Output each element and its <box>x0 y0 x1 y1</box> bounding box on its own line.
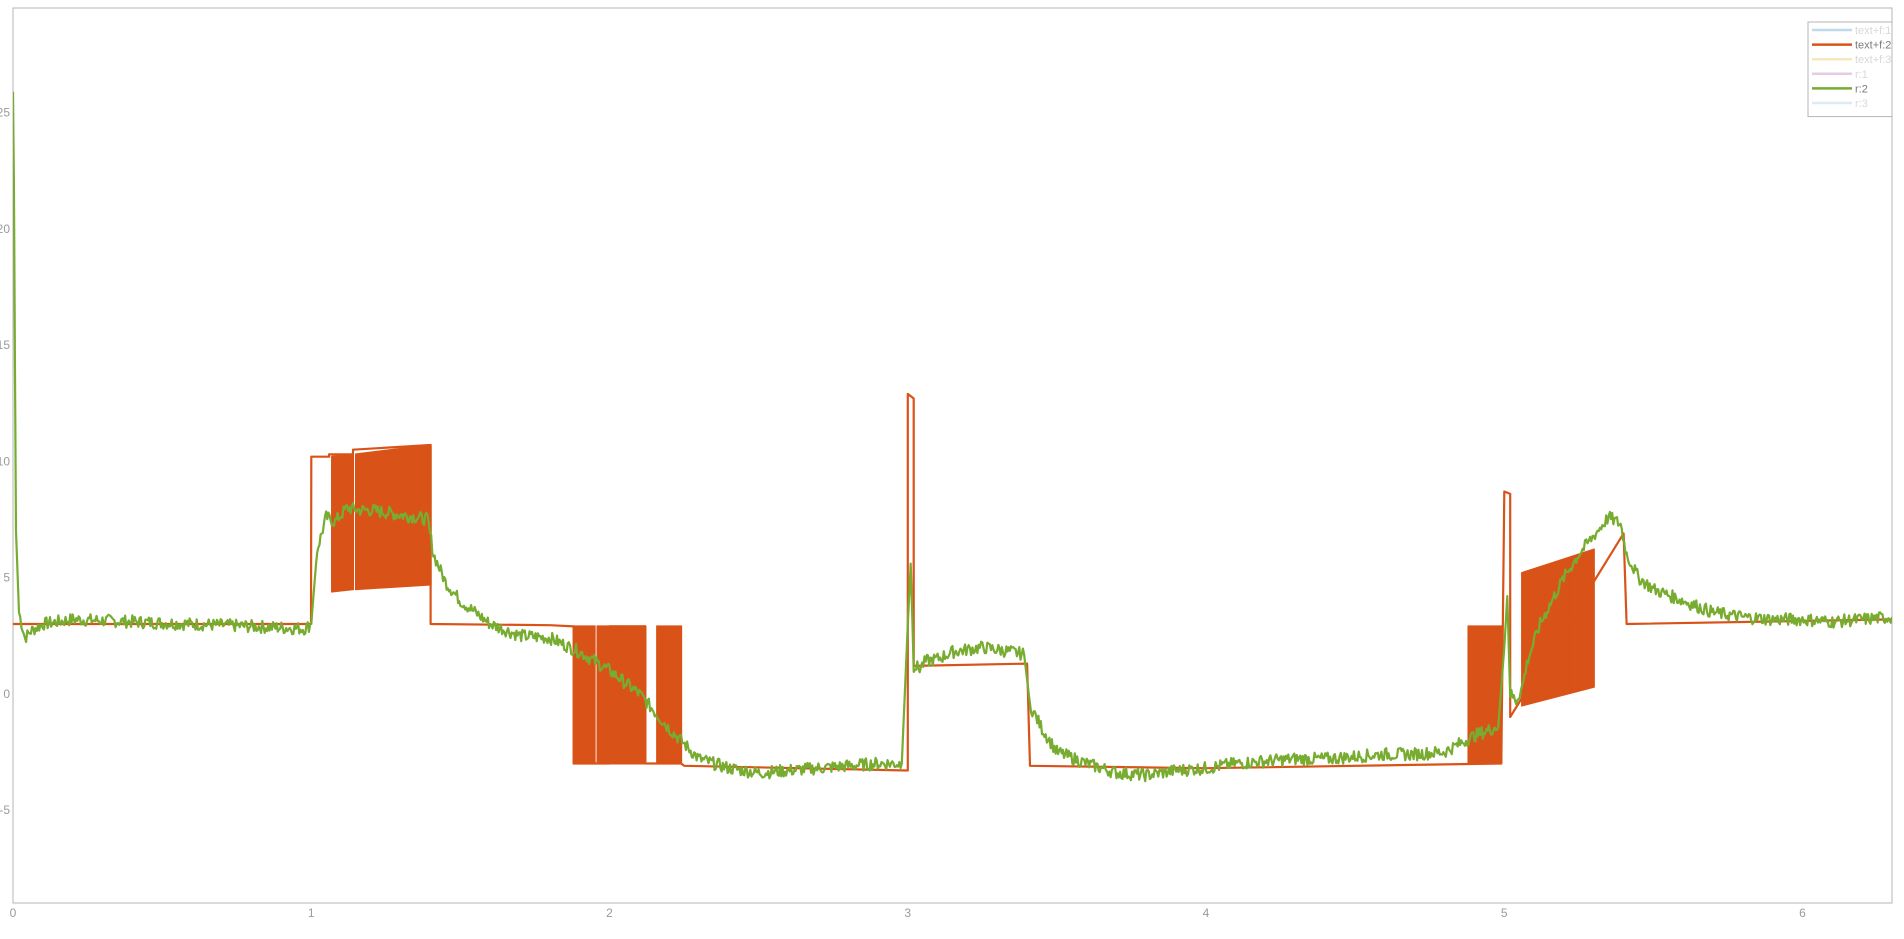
x-tick-label: 2 <box>606 906 613 920</box>
legend-entry[interactable]: text+f:2 <box>1812 40 1891 52</box>
legend-label: text+f:3 <box>1855 54 1891 66</box>
y-tick-label: 0 <box>3 687 10 701</box>
x-tick-label: 3 <box>904 906 911 920</box>
legend-label: text+f:1 <box>1855 25 1891 37</box>
legend-label: r:3 <box>1855 98 1868 110</box>
plot-background <box>13 8 1892 903</box>
legend-label: r:2 <box>1855 83 1868 95</box>
y-tick-label: 10 <box>0 454 10 468</box>
series-line-r-2 <box>13 91 1892 783</box>
x-tick-label: 5 <box>1501 906 1508 920</box>
legend[interactable]: text+f:1 text+f:2 text+f:3 r:1 r:2 r:3 <box>1807 21 1893 118</box>
x-tick-label: 1 <box>308 906 315 920</box>
x-tick-label: 0 <box>10 906 17 920</box>
x-tick-label: 4 <box>1203 906 1210 920</box>
y-tick-label: -5 <box>0 803 10 817</box>
legend-entry[interactable]: text+f:1 <box>1812 25 1891 37</box>
legend-entry[interactable]: r:3 <box>1812 98 1868 110</box>
axes-frame <box>12 7 1893 904</box>
tick-labels: 0 1 2 3 4 5 6 -5 0 5 10 15 20 25 <box>0 106 1806 920</box>
legend-label: text+f:2 <box>1855 40 1891 52</box>
axes-border <box>12 7 1893 904</box>
legend-box <box>1807 21 1893 118</box>
legend-entry[interactable]: r:2 <box>1812 83 1868 95</box>
series-line-text-f-2 <box>13 392 1892 772</box>
legend-label: r:1 <box>1855 69 1868 81</box>
y-tick-label: 20 <box>0 222 10 236</box>
series-lines <box>13 91 1892 783</box>
y-tick-label: 15 <box>0 338 10 352</box>
x-tick-label: 6 <box>1799 906 1806 920</box>
legend-entry[interactable]: text+f:3 <box>1812 54 1891 66</box>
y-tick-label: 5 <box>3 571 10 585</box>
legend-entry[interactable]: r:1 <box>1812 69 1868 81</box>
y-tick-label: 25 <box>0 106 10 120</box>
